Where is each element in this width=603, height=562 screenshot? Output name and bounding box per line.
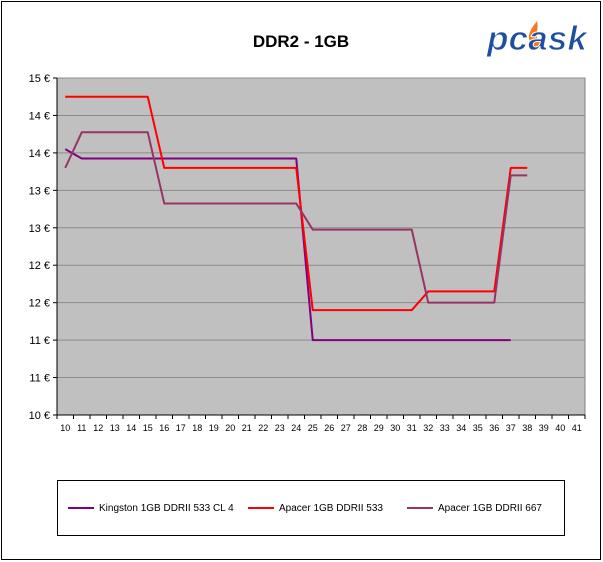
- x-tick-label: 27: [341, 423, 351, 433]
- x-tick-label: 25: [308, 423, 318, 433]
- x-tick-label: 35: [473, 423, 483, 433]
- y-tick-label: 14 €: [29, 148, 50, 160]
- pcask-logo: pcask: [485, 20, 589, 58]
- x-tick-label: 10: [60, 423, 70, 433]
- chart-title: DDR2 - 1GB: [253, 32, 349, 51]
- y-tick-label: 12 €: [29, 298, 50, 310]
- x-tick-label: 21: [242, 423, 252, 433]
- x-tick-label: 16: [159, 423, 169, 433]
- legend-item-kingston: Kingston 1GB DDRII 533 CL 4: [68, 500, 234, 516]
- x-tick-label: 17: [176, 423, 186, 433]
- x-tick-label: 30: [390, 423, 400, 433]
- gridlines: [57, 77, 585, 379]
- y-tick-label: 13 €: [29, 223, 50, 235]
- x-tick-label: 33: [440, 423, 450, 433]
- y-axis-ticks: 10 € 11 € 11 € 12 € 12 € 13 € 13 € 14 € 14 € 15 €: [29, 73, 57, 422]
- x-tick-label: 37: [506, 423, 516, 433]
- x-tick-label: 39: [539, 423, 549, 433]
- legend-item-apacer-533: Apacer 1GB DDRII 533: [248, 500, 383, 516]
- x-tick-label: 38: [522, 423, 532, 433]
- x-tick-label: 22: [258, 423, 268, 433]
- legend-swatch: [68, 507, 94, 509]
- x-tick-label: 20: [225, 423, 235, 433]
- legend-swatch: [407, 507, 433, 509]
- flame-icon: [528, 21, 546, 49]
- series-line-1: [65, 95, 528, 312]
- legend-label: Apacer 1GB DDRII 667: [438, 502, 542, 514]
- y-tick-label: 10 €: [29, 410, 50, 422]
- series-lines: [64, 95, 528, 342]
- x-tick-label: 24: [291, 423, 301, 433]
- x-tick-label: 34: [456, 423, 466, 433]
- x-tick-label: 36: [489, 423, 499, 433]
- legend-label: Apacer 1GB DDRII 533: [279, 502, 383, 514]
- x-tick-label: 11: [77, 423, 86, 433]
- series-line-2: [64, 131, 528, 304]
- x-tick-label: 32: [423, 423, 433, 433]
- x-tick-label: 14: [126, 423, 136, 433]
- legend-label: Kingston 1GB DDRII 533 CL 4: [99, 502, 234, 514]
- x-tick-label: 13: [110, 423, 120, 433]
- legend-item-apacer-667: Apacer 1GB DDRII 667: [407, 500, 542, 516]
- x-tick-label: 18: [192, 423, 202, 433]
- x-tick-label: 12: [93, 423, 103, 433]
- series-line-0: [64, 148, 511, 342]
- x-axis-ticks: 10 11 12 13 14 15 16 17 18 19 20 21 22 23 24 25 26 27 28 29…: [56, 415, 586, 433]
- chart-legend: Kingston 1GB DDRII 533 CL 4 Apacer 1GB D…: [57, 480, 565, 536]
- plot-area: [56, 77, 586, 416]
- y-tick-label: 11 €: [29, 335, 50, 347]
- y-tick-label: 12 €: [29, 260, 50, 272]
- x-tick-label: 29: [374, 423, 384, 433]
- x-tick-label: 31: [407, 423, 417, 433]
- y-tick-label: 13 €: [29, 185, 50, 197]
- x-tick-label: 15: [143, 423, 153, 433]
- x-tick-label: 23: [275, 423, 285, 433]
- legend-swatch: [248, 507, 274, 509]
- y-tick-label: 11 €: [29, 373, 50, 385]
- x-tick-label: 28: [357, 423, 367, 433]
- y-tick-label: 14 €: [29, 110, 50, 122]
- x-tick-label: 40: [555, 423, 565, 433]
- logo-text: pcask: [486, 20, 589, 57]
- x-tick-label: 41: [572, 423, 582, 433]
- y-tick-label: 15 €: [29, 73, 50, 85]
- x-tick-label: 26: [324, 423, 334, 433]
- x-tick-label: 19: [209, 423, 219, 433]
